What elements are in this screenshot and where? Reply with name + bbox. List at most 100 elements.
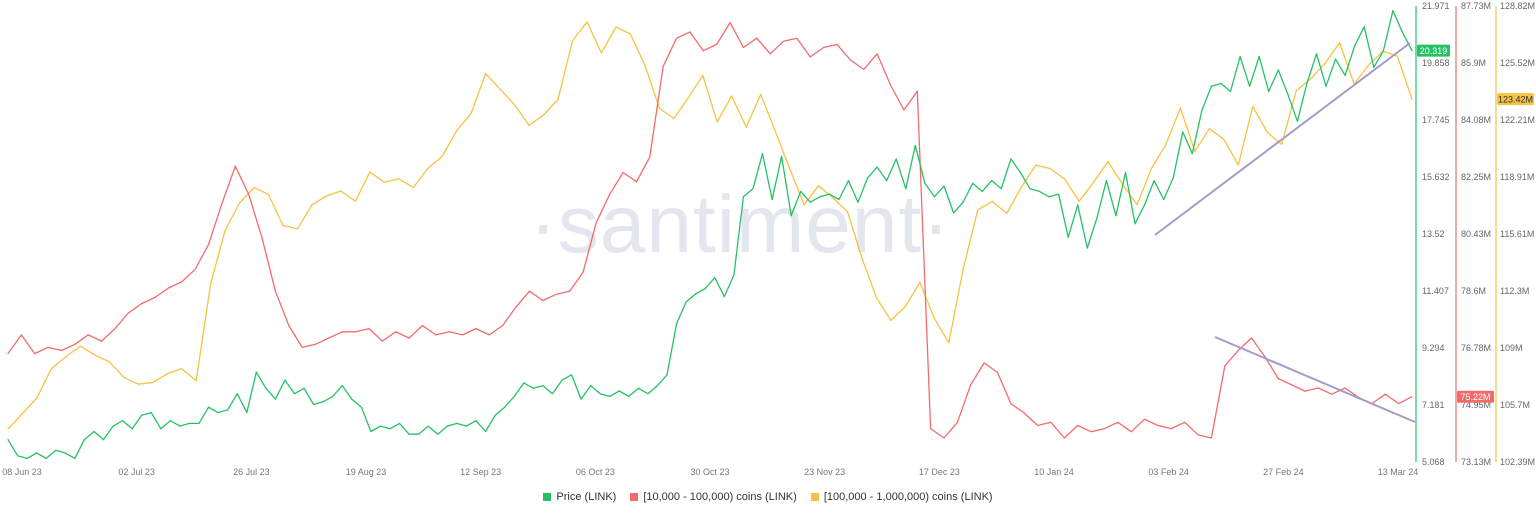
data-point (863, 68, 865, 70)
trendline-mid-falling (1214, 336, 1416, 423)
data-point (1317, 387, 1319, 389)
data-point (809, 201, 811, 203)
badge-label-mid: 75.22M (1460, 392, 1490, 402)
y-tick-label-mid: 87.73M (1461, 1, 1491, 11)
data-point (248, 193, 250, 195)
data-point (502, 324, 504, 327)
data-point (781, 155, 783, 157)
data-point (314, 343, 317, 345)
legend-item-mid-holders[interactable]: [10,000 - 100,000) coins (LINK) (630, 491, 797, 503)
data-point (1077, 424, 1079, 427)
data-point (167, 287, 170, 289)
x-tick-label: 03 Feb 24 (1148, 467, 1189, 477)
data-point (1038, 190, 1041, 192)
data-point (322, 401, 324, 403)
data-point (904, 305, 907, 308)
data-point (1096, 217, 1098, 219)
data-point (282, 224, 284, 227)
data-point (800, 190, 802, 192)
data-point (421, 324, 424, 327)
data-point (685, 301, 687, 303)
data-point (890, 319, 892, 321)
data-point (790, 215, 792, 217)
data-point (761, 153, 764, 155)
data-point (381, 340, 383, 342)
data-point (1373, 66, 1375, 68)
data-point (760, 93, 762, 95)
data-point (943, 185, 945, 187)
data-point (656, 385, 659, 387)
data-point (666, 374, 668, 376)
data-point (803, 204, 805, 206)
data-point (514, 104, 516, 106)
data-point (179, 425, 181, 427)
data-point (933, 196, 936, 198)
data-point (74, 343, 76, 345)
data-point (325, 195, 327, 197)
y-tick-label-price: 13.52 (1422, 229, 1445, 239)
badge-label-whale: 123.42M (1498, 95, 1533, 105)
trendlines (1154, 42, 1416, 423)
data-point (370, 430, 372, 433)
data-point (532, 387, 534, 389)
y-tick-label-mid: 84.08M (1461, 115, 1491, 125)
data-point (1117, 421, 1119, 423)
y-tick-label-price: 21.971 (1422, 1, 1450, 11)
last-value-badges: 20.319 75.22M 123.42M (1417, 44, 1534, 403)
legend-label-price: Price (LINK) (556, 491, 617, 503)
data-point (1224, 365, 1226, 367)
data-point (609, 395, 611, 397)
data-point (1268, 90, 1270, 93)
data-point (599, 393, 601, 395)
data-point (555, 293, 557, 295)
data-point (1392, 10, 1394, 12)
data-point (462, 334, 464, 336)
data-point (756, 37, 758, 39)
data-point (970, 384, 972, 386)
data-point (253, 186, 255, 189)
data-point (809, 56, 811, 58)
data-point (389, 428, 391, 430)
data-point (600, 52, 603, 54)
data-point (101, 340, 103, 342)
y-axis-ticks: 21.971 19.858 17.745 15.632 13.52 11.407 9.294… (1422, 1, 1535, 467)
data-point (1306, 82, 1308, 85)
x-tick-label: 10 Jan 24 (1034, 467, 1074, 477)
data-point (296, 228, 299, 230)
y-tick-label-price: 5.068 (1422, 457, 1445, 467)
data-point (1019, 171, 1022, 174)
data-point (313, 403, 315, 406)
data-point (166, 373, 168, 375)
data-point (108, 361, 110, 363)
y-tick-label-price: 15.632 (1422, 172, 1450, 182)
data-point (160, 428, 162, 430)
data-point (895, 158, 897, 160)
data-point (542, 299, 544, 302)
data-point (87, 334, 89, 336)
data-point (437, 433, 439, 435)
data-point (1050, 421, 1052, 423)
data-point (1077, 204, 1079, 206)
data-point (341, 331, 343, 333)
data-point (383, 181, 385, 183)
legend-item-price[interactable]: Price (LINK) (543, 491, 616, 503)
y-tick-label-mid: 74.95M (1461, 400, 1491, 410)
data-point (195, 380, 197, 382)
data-point (729, 22, 731, 24)
data-point (239, 202, 241, 204)
data-point (996, 371, 999, 373)
data-point (448, 331, 450, 333)
x-tick-label: 30 Oct 23 (690, 467, 729, 477)
data-point (523, 382, 525, 384)
y-tick-label-mid: 73.13M (1461, 457, 1491, 467)
data-point (224, 230, 226, 232)
x-tick-label: 06 Oct 23 (576, 467, 615, 477)
data-point (832, 197, 834, 199)
data-point (930, 428, 932, 430)
data-point (875, 297, 878, 299)
data-point (1029, 188, 1031, 190)
data-point (274, 398, 276, 400)
legend-swatch-whale-holders (810, 493, 819, 501)
legend-item-whale-holders[interactable]: [100,000 - 1,000,000) coins (LINK) (810, 491, 993, 503)
x-tick-label: 13 Mar 24 (1378, 467, 1419, 477)
